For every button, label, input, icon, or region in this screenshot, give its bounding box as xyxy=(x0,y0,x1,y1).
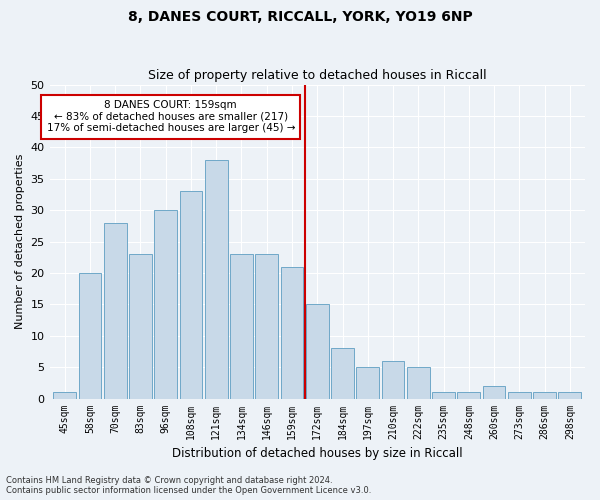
Bar xyxy=(104,222,127,398)
Bar xyxy=(382,361,404,399)
Bar xyxy=(559,392,581,398)
Bar xyxy=(281,266,304,398)
Bar xyxy=(483,386,505,398)
Bar xyxy=(306,304,329,398)
Text: 8, DANES COURT, RICCALL, YORK, YO19 6NP: 8, DANES COURT, RICCALL, YORK, YO19 6NP xyxy=(128,10,472,24)
Title: Size of property relative to detached houses in Riccall: Size of property relative to detached ho… xyxy=(148,69,487,82)
Bar xyxy=(53,392,76,398)
Bar xyxy=(432,392,455,398)
Bar xyxy=(179,192,202,398)
Bar xyxy=(407,367,430,398)
Bar xyxy=(79,273,101,398)
Bar xyxy=(508,392,530,398)
Bar xyxy=(129,254,152,398)
Text: 8 DANES COURT: 159sqm
← 83% of detached houses are smaller (217)
17% of semi-det: 8 DANES COURT: 159sqm ← 83% of detached … xyxy=(47,100,295,134)
Bar xyxy=(154,210,177,398)
Bar xyxy=(256,254,278,398)
Bar xyxy=(331,348,354,399)
Bar xyxy=(230,254,253,398)
X-axis label: Distribution of detached houses by size in Riccall: Distribution of detached houses by size … xyxy=(172,447,463,460)
Bar xyxy=(205,160,227,398)
Bar xyxy=(356,367,379,398)
Bar xyxy=(533,392,556,398)
Y-axis label: Number of detached properties: Number of detached properties xyxy=(15,154,25,329)
Bar xyxy=(457,392,480,398)
Text: Contains HM Land Registry data © Crown copyright and database right 2024.
Contai: Contains HM Land Registry data © Crown c… xyxy=(6,476,371,495)
